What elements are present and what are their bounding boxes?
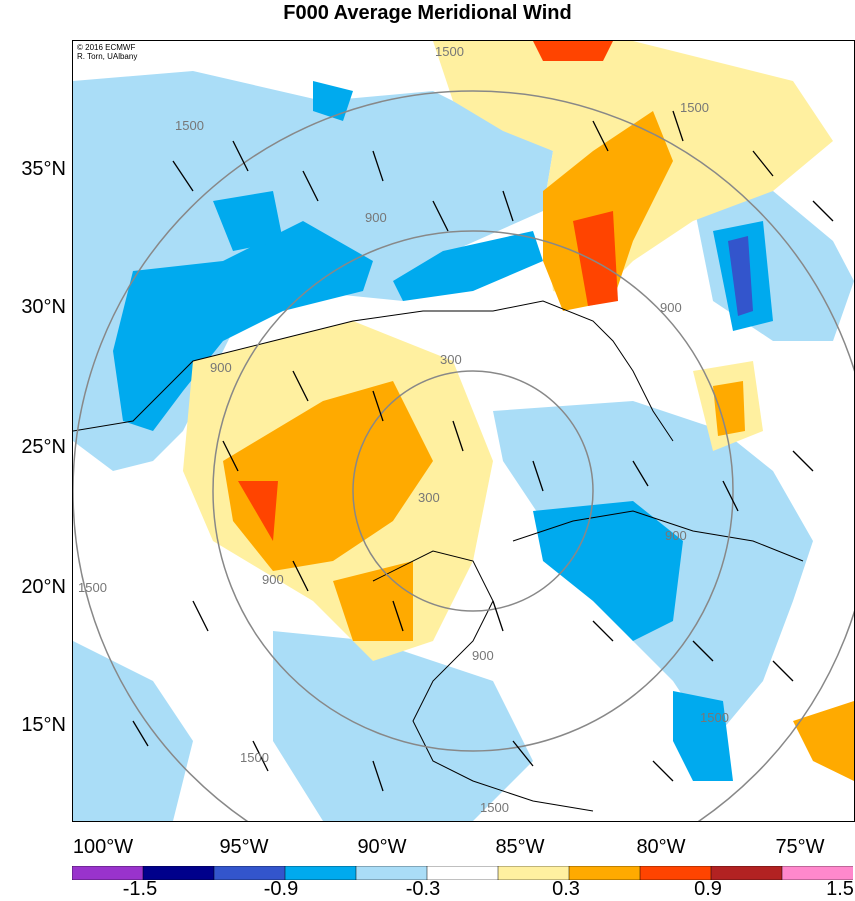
colorbar-tick: -0.9 bbox=[263, 878, 299, 900]
wind-barbs bbox=[132, 110, 834, 792]
negative-wind-region bbox=[533, 501, 683, 641]
colorbar-tick: -0.3 bbox=[405, 878, 441, 900]
contour-label: 300 bbox=[418, 490, 440, 505]
contour-label: 1500 bbox=[175, 118, 204, 133]
contour-label: 900 bbox=[660, 300, 682, 315]
map-panel[interactable] bbox=[72, 40, 855, 822]
contour-label: 900 bbox=[262, 572, 284, 587]
contour-label: 300 bbox=[440, 352, 462, 367]
colorbar-tick: 0.9 bbox=[694, 878, 722, 900]
contour-label: 900 bbox=[210, 360, 232, 375]
coastline bbox=[73, 300, 674, 442]
colorbar-tick: -1.5 bbox=[122, 878, 158, 900]
contour-label: 900 bbox=[365, 210, 387, 225]
negative-wind-region bbox=[113, 221, 373, 431]
negative-wind-region bbox=[313, 81, 353, 121]
credit-box: © 2016 ECMWF R. Torn, UAlbany bbox=[74, 42, 141, 62]
positive-wind-region bbox=[223, 381, 433, 571]
lon-label: 100°W bbox=[72, 836, 134, 858]
coastline bbox=[512, 510, 804, 562]
lon-label: 95°W bbox=[219, 836, 269, 858]
lon-label: 85°W bbox=[495, 836, 545, 858]
lon-label: 75°W bbox=[775, 836, 825, 858]
positive-wind-region bbox=[793, 701, 854, 781]
positive-wind-region bbox=[533, 41, 613, 61]
contour-label: 900 bbox=[665, 528, 687, 543]
positive-wind-region bbox=[713, 381, 745, 436]
negative-wind-region bbox=[673, 691, 733, 781]
lat-label: 30°N bbox=[21, 296, 66, 318]
lat-label: 20°N bbox=[21, 576, 66, 598]
lat-label: 15°N bbox=[21, 714, 66, 736]
contour-label: 1500 bbox=[240, 750, 269, 765]
negative-wind-region bbox=[273, 631, 533, 821]
contour-label: 1500 bbox=[480, 800, 509, 815]
colorbar-tick: 0.3 bbox=[552, 878, 580, 900]
contour-label: 1500 bbox=[700, 710, 729, 725]
lat-label: 25°N bbox=[21, 436, 66, 458]
positive-wind-region bbox=[238, 481, 278, 541]
contour-label: 1500 bbox=[78, 580, 107, 595]
negative-wind-region bbox=[73, 641, 193, 821]
range-ring bbox=[73, 90, 854, 821]
negative-wind-region bbox=[728, 236, 753, 316]
colorbar-tick: 1.5 bbox=[826, 878, 854, 900]
contour-label: 1500 bbox=[435, 44, 464, 59]
colorbar-segment bbox=[781, 866, 853, 880]
range-ring bbox=[352, 370, 594, 612]
map-title: F000 Average Meridional Wind bbox=[283, 2, 572, 24]
negative-wind-region bbox=[393, 231, 543, 301]
coastline bbox=[372, 550, 594, 812]
positive-wind-region bbox=[543, 111, 673, 311]
lon-label: 90°W bbox=[357, 836, 407, 858]
lat-label: 35°N bbox=[21, 158, 66, 180]
contour-label: 1500 bbox=[680, 100, 709, 115]
map-canvas bbox=[73, 41, 854, 821]
negative-wind-region bbox=[213, 191, 283, 251]
contour-label: 900 bbox=[472, 648, 494, 663]
positive-wind-region bbox=[573, 211, 618, 306]
range-ring bbox=[212, 230, 734, 752]
lon-label: 80°W bbox=[636, 836, 686, 858]
negative-wind-region bbox=[693, 191, 854, 341]
colorbar bbox=[72, 866, 853, 880]
